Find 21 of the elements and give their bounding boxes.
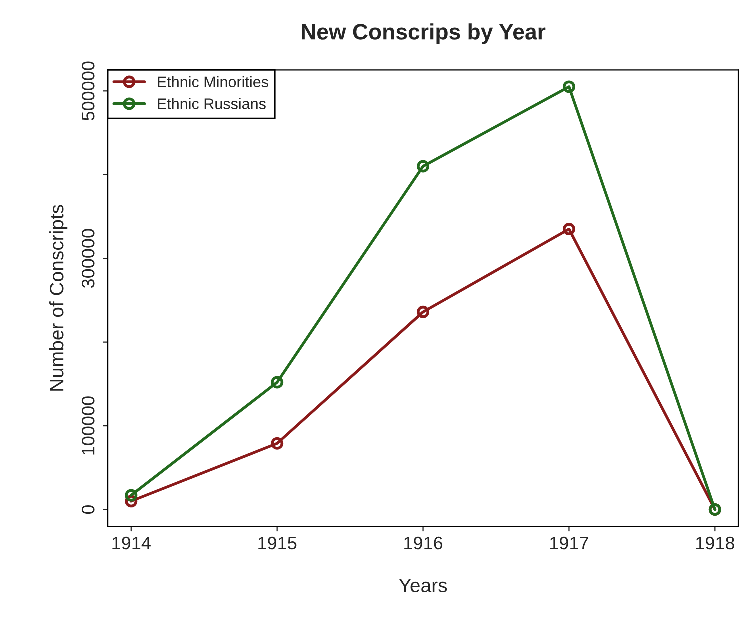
chart-title: New Conscrips by Year: [302, 24, 546, 44]
point: [271, 376, 284, 389]
x-tick-label: 1914: [112, 536, 151, 550]
x-tick-label: 1916: [404, 536, 443, 550]
point: [417, 306, 430, 318]
point: [562, 80, 576, 94]
x-tick-label: 1917: [550, 536, 588, 550]
point: [417, 160, 430, 173]
y-tick-label: 300000: [82, 229, 95, 288]
legend-label: Ethnic Russians: [158, 98, 266, 110]
point: [271, 437, 284, 450]
legend-label: Ethnic Minorities: [158, 76, 268, 88]
y-axis-title: Number of Conscripts: [49, 205, 68, 391]
y-tick-label: 0: [82, 505, 95, 514]
x-axis-title: Years: [399, 578, 448, 593]
y-tick-label: 100000: [82, 396, 95, 455]
x-tick-label: 1918: [696, 536, 734, 550]
point: [125, 489, 138, 502]
y-tick-label: 500000: [82, 62, 95, 121]
x-tick-label: 1915: [258, 536, 297, 550]
point: [562, 223, 576, 236]
